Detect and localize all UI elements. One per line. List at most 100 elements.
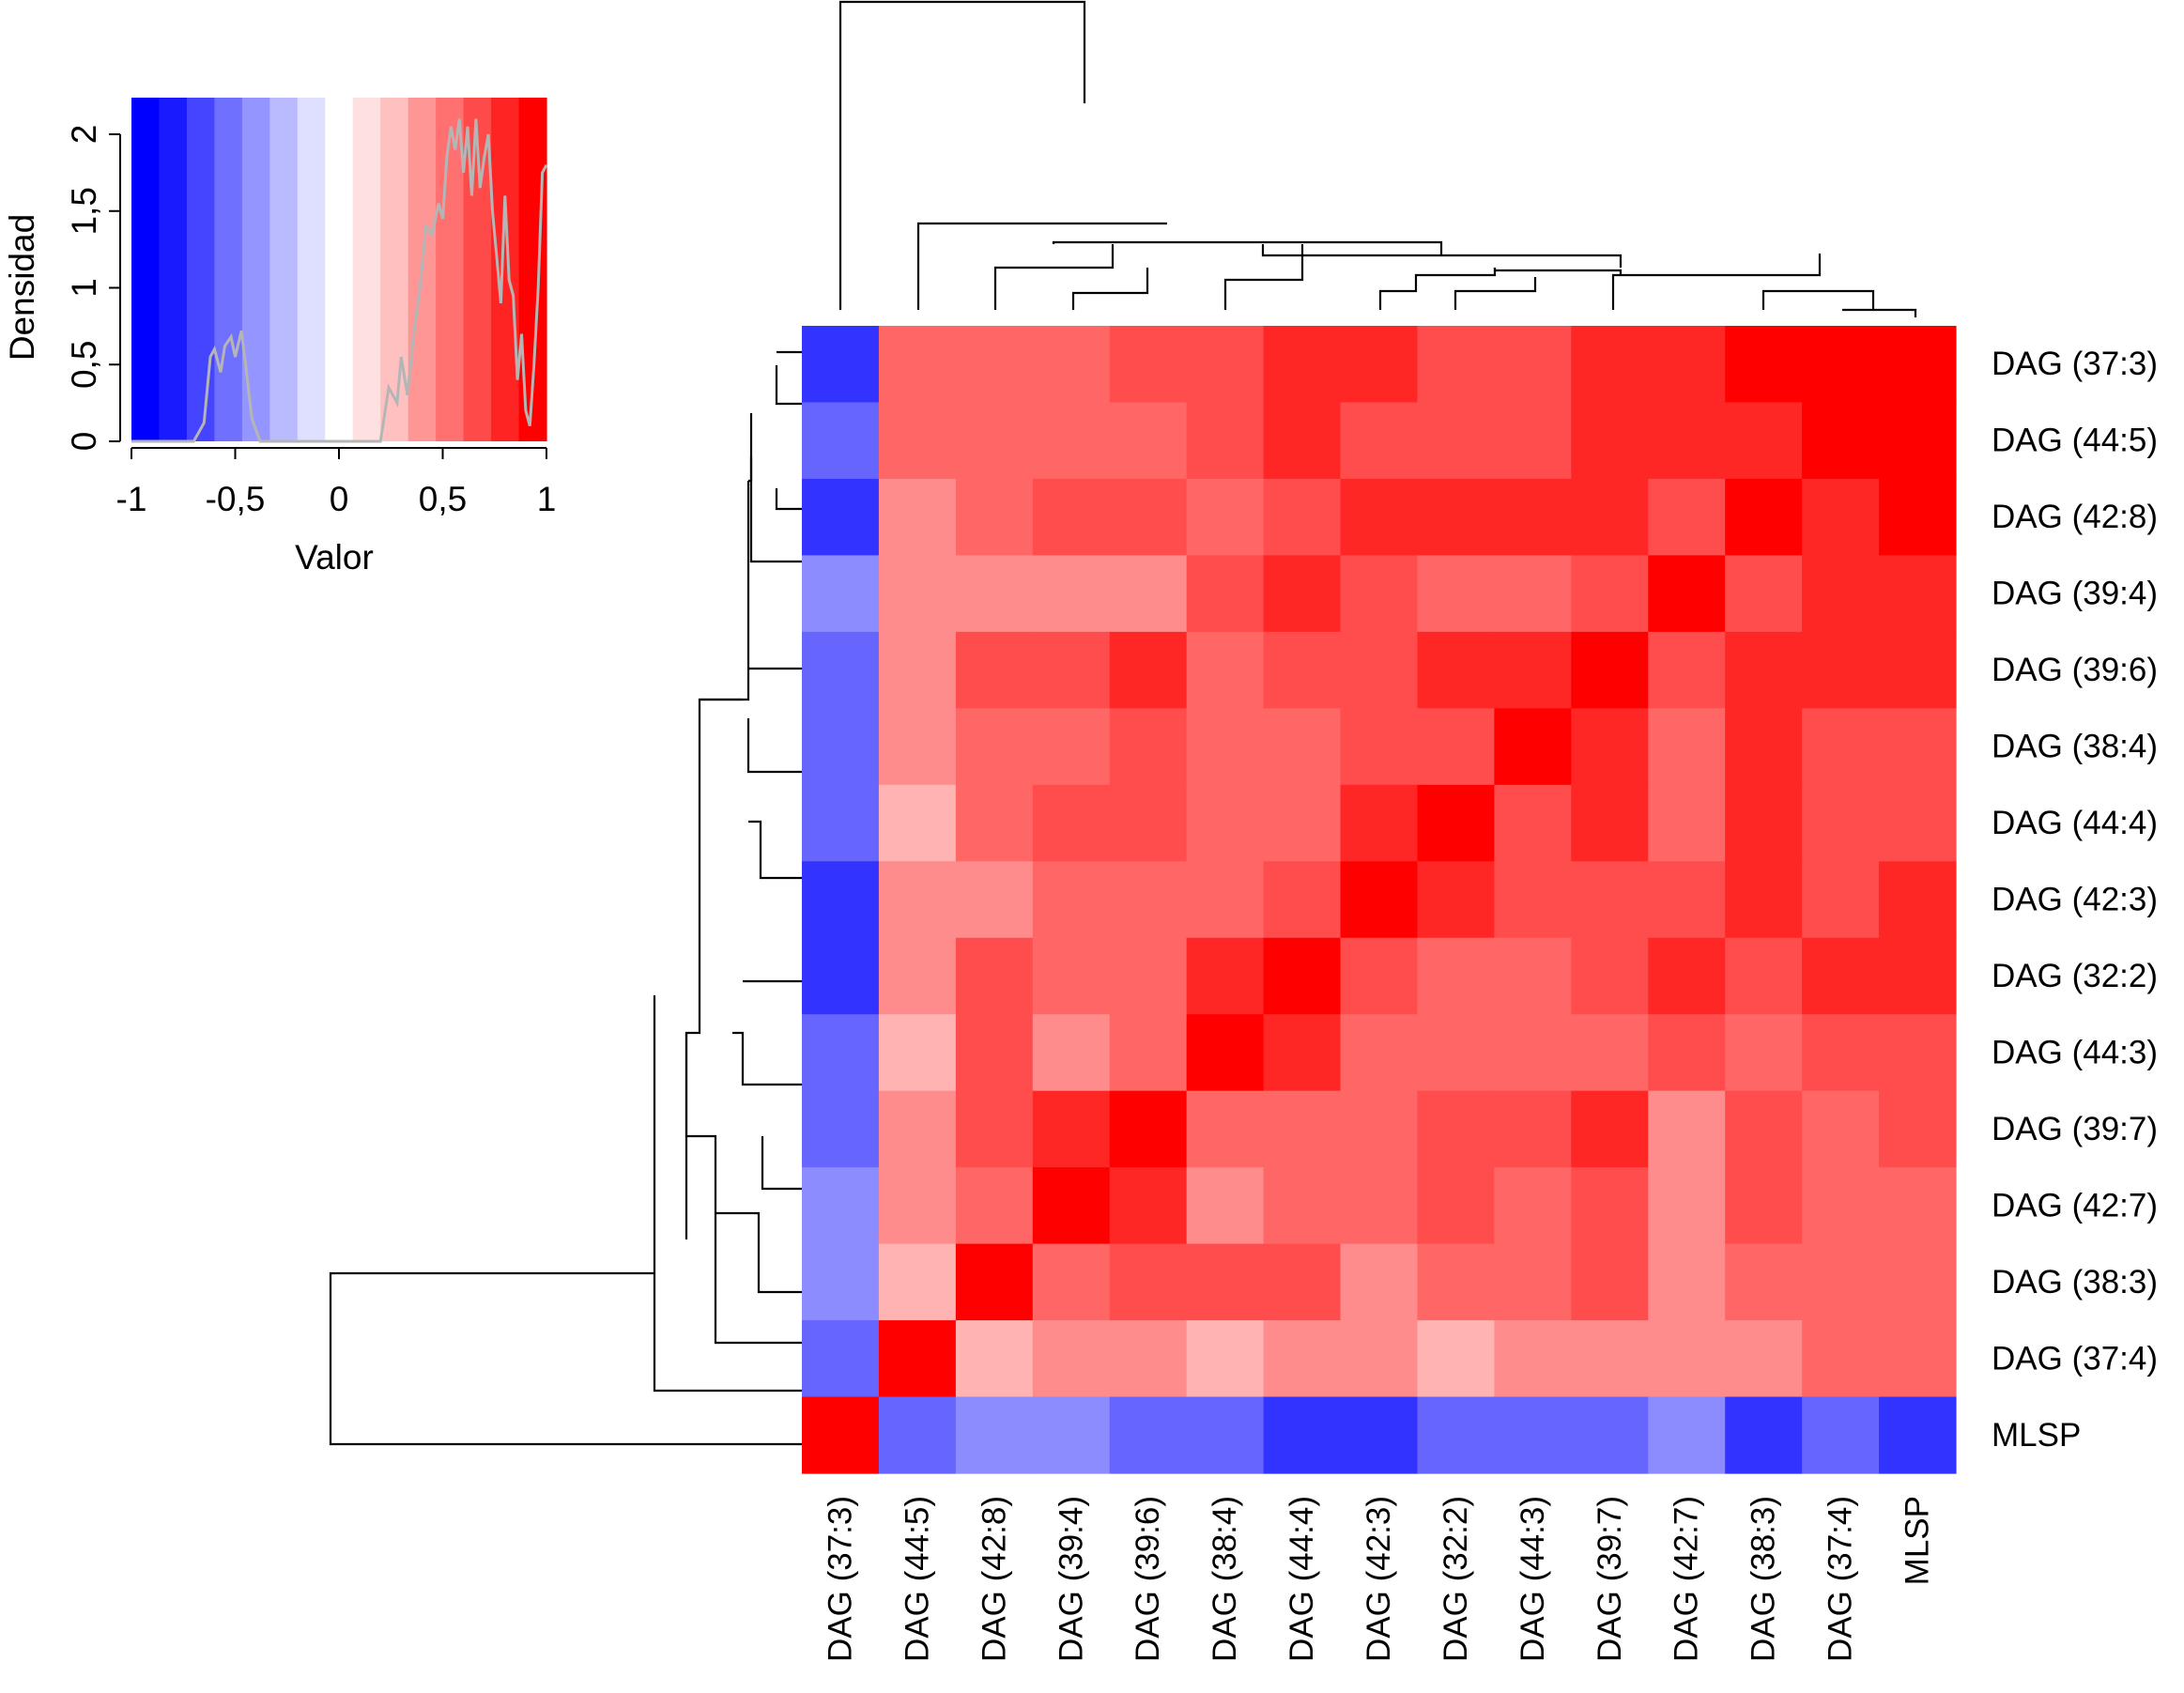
heatmap-cell [1494,1090,1572,1168]
heatmap-cell [1109,1320,1188,1398]
heatmap-cell [1494,1396,1572,1474]
heatmap-cell [1725,1014,1803,1092]
heatmap-cell [1879,1014,1957,1092]
heatmap-cell [1263,1396,1342,1474]
heatmap-cell [878,1320,957,1398]
row-dendrogram-branch [748,413,753,483]
column-label: DAG (42:3) [1361,1496,1397,1662]
heatmap-cell [1494,861,1572,939]
heatmap-cell [955,1090,1034,1168]
heatmap-cell [1725,1243,1803,1321]
heatmap-cell [1340,1014,1419,1092]
density-curve [131,118,548,443]
heatmap-cell [1802,555,1880,633]
key-x-axis-label: Valor [295,538,374,577]
heatmap-cell [1571,784,1649,862]
heatmap-cell [802,555,880,633]
heatmap-cell [1802,631,1880,709]
column-label: DAG (42:7) [1669,1496,1705,1662]
column-dendrogram-branch [1842,308,1917,317]
heatmap-cell [1186,861,1265,939]
heatmap-cell [1802,1320,1880,1398]
heatmap-cell [1417,326,1495,404]
heatmap-cell [802,1167,880,1245]
heatmap-cell [1340,478,1419,556]
heatmap-cell [802,784,880,862]
heatmap-cell [1725,1320,1803,1398]
heatmap-cell [1263,1243,1342,1321]
color-key-band [325,98,354,441]
heatmap-cell [1417,1014,1495,1092]
heatmap-cell [1648,937,1726,1015]
heatmap-cell [1186,1320,1265,1398]
heatmap-cell [1186,1090,1265,1168]
heatmap-cell [955,861,1034,939]
heatmap-cell [802,1243,880,1321]
heatmap-cell [802,326,880,404]
heatmap-cell [1648,708,1726,786]
heatmap-cell [878,478,957,556]
heatmap-cell [802,861,880,939]
heatmap-cell [1571,937,1649,1015]
heatmap-cell [1648,1243,1726,1321]
color-key-band [269,98,299,441]
heatmap-cell [1725,631,1803,709]
heatmap-cell [1263,326,1342,404]
heatmap-cell [1340,861,1419,939]
color-key-band [352,98,381,441]
heatmap-cell [1417,937,1495,1015]
column-label: DAG (32:2) [1438,1496,1474,1662]
heatmap-cell [1494,402,1572,480]
heatmap-cell [878,402,957,480]
heatmap-cell [1109,402,1188,480]
heatmap-cell [878,861,957,939]
column-label: DAG (44:3) [1515,1496,1551,1662]
heatmap-cell [1725,402,1803,480]
heatmap-cell [1340,1243,1419,1321]
heatmap-cell [1109,1090,1188,1168]
column-dendrogram-branch [916,222,1167,310]
row-dendrogram-branch [761,1136,802,1191]
key-y-tick-label: 1,5 [65,187,103,235]
heatmap-cell [1186,631,1265,709]
heatmap-cell [1571,1243,1649,1321]
heatmap-cell [1417,1090,1495,1168]
heatmap-cell [878,1014,957,1092]
heatmap-cell [1417,708,1495,786]
key-x-tick-label: -0,5 [206,480,266,518]
color-key-band [241,98,270,441]
row-label: DAG (38:3) [1992,1264,2158,1301]
heatmap-cell [1879,1090,1957,1168]
heatmap-cell [1417,784,1495,862]
row-label: DAG (32:2) [1992,958,2158,994]
heatmap-cell [1186,326,1265,404]
heatmap-cell [1263,631,1342,709]
heatmap-cell [1109,326,1188,404]
row-labels: DAG (37:3) DAG (44:5) DAG (42:8) DAG (39:4)… [1992,346,2158,1454]
heatmap-cell [1263,861,1342,939]
heatmap-cell [878,1167,957,1245]
heatmap-cell [1032,631,1111,709]
row-label: DAG (44:3) [1992,1034,2158,1070]
heatmap-cell [1648,1014,1726,1092]
heatmap-cell [1417,1396,1495,1474]
heatmap-cell [1263,708,1342,786]
row-label: DAG (37:4) [1992,1340,2158,1377]
heatmap-cell [1186,708,1265,786]
heatmap-cell [802,402,880,480]
heatmap-cell [802,708,880,786]
heatmap-cell [1571,478,1649,556]
heatmap-cell [1186,402,1265,480]
heatmap-cell [878,708,957,786]
heatmap-cell [1109,1014,1188,1092]
heatmap-cell [1879,784,1957,862]
row-dendrogram [329,350,802,1446]
heatmap-cell [1648,631,1726,709]
heatmap-cell [1032,1396,1111,1474]
heatmap-cell [1494,1167,1572,1245]
heatmap-cell [1879,1396,1957,1474]
heatmap-cell [1340,326,1419,404]
column-label: DAG (38:3) [1746,1496,1782,1662]
heatmap-cell [1109,937,1188,1015]
